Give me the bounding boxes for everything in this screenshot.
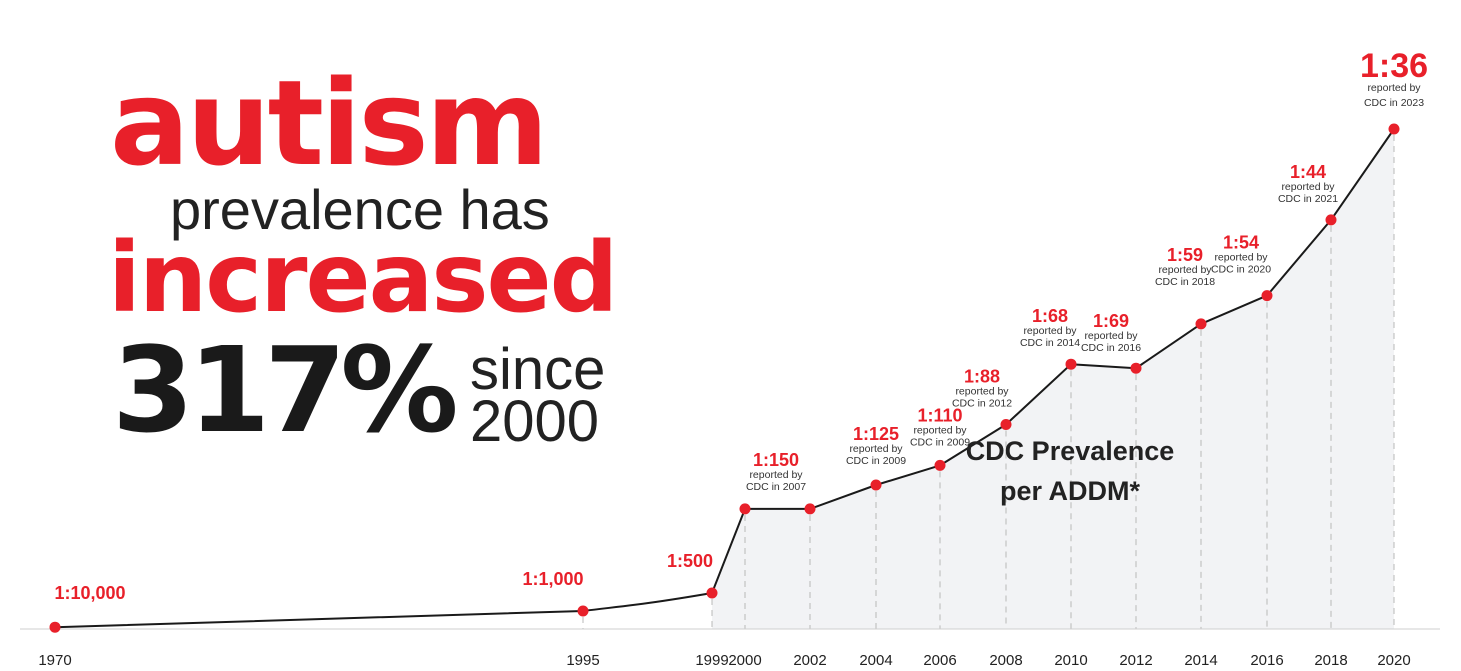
x-tick-1999: 1999 (695, 652, 728, 669)
x-tick-2010: 2010 (1054, 652, 1087, 669)
point-note-2004-1: reported by (849, 443, 903, 455)
headline-percent: 317% (112, 321, 459, 459)
data-point-1970 (49, 621, 61, 633)
point-label-1999: 1:500 (667, 551, 713, 571)
data-point-1999 (706, 587, 718, 599)
data-point-2010 (1065, 358, 1077, 370)
data-point-1995 (577, 605, 589, 617)
area-layer (712, 129, 1394, 629)
point-note-2018-2: CDC in 2021 (1278, 193, 1338, 205)
point-label-2014: 1:59 (1167, 245, 1203, 265)
data-point-2014 (1195, 318, 1207, 330)
point-note-2000-1: reported by (749, 469, 803, 481)
x-tick-2012: 2012 (1119, 652, 1152, 669)
headline-prevalence-has: prevalence has (170, 178, 550, 241)
headline-year: 2000 (470, 389, 600, 454)
point-note-2020-1: reported by (1367, 82, 1421, 94)
point-note-2006-2: CDC in 2009 (910, 436, 970, 448)
x-tick-2002: 2002 (793, 652, 826, 669)
point-label-2000: 1:150 (753, 450, 799, 470)
point-label-2020: 1:36 (1360, 47, 1428, 85)
point-label-2010: 1:68 (1032, 306, 1068, 326)
point-note-2012-2: CDC in 2016 (1081, 342, 1141, 354)
point-note-2008-1: reported by (955, 386, 1009, 398)
chart-annotation: CDC Prevalence per ADDM* (966, 436, 1175, 506)
point-note-2014-1: reported by (1158, 264, 1212, 276)
point-label-1970: 1:10,000 (54, 583, 125, 603)
data-point-2000 (739, 503, 751, 515)
point-note-2010-1: reported by (1023, 325, 1077, 337)
point-note-2000-2: CDC in 2007 (746, 481, 806, 493)
data-point-2002 (804, 503, 816, 515)
point-label-2004: 1:125 (853, 424, 899, 444)
point-label-2018: 1:44 (1290, 162, 1326, 182)
headline-since-2000: since 2000 (470, 337, 606, 454)
series-line (54, 128, 1395, 629)
point-note-2008-2: CDC in 2012 (952, 398, 1012, 410)
annotation-line-2: per ADDM* (1000, 476, 1141, 506)
x-tick-2000: 2000 (728, 652, 761, 669)
headline-block: autism prevalence has increased 317% sin… (108, 54, 618, 459)
point-note-2020-2: CDC in 2023 (1364, 97, 1424, 109)
point-label-2006: 1:110 (917, 405, 962, 425)
shaded-area (712, 129, 1394, 629)
data-point-2018 (1325, 214, 1337, 226)
point-note-2006-1: reported by (913, 424, 967, 436)
guide-lines (582, 134, 1395, 629)
data-point-2016 (1261, 290, 1273, 302)
x-tick-1995: 1995 (566, 652, 599, 669)
point-label-2016: 1:54 (1223, 233, 1259, 253)
point-label-1995: 1:1,000 (522, 569, 583, 589)
point-note-2016-1: reported by (1214, 252, 1268, 264)
x-tick-2006: 2006 (923, 652, 956, 669)
data-point-2020 (1388, 123, 1400, 135)
data-point-2006 (934, 459, 946, 471)
x-tick-2008: 2008 (989, 652, 1022, 669)
x-tick-2018: 2018 (1314, 652, 1347, 669)
point-note-2010-2: CDC in 2014 (1020, 337, 1080, 349)
x-tick-2014: 2014 (1184, 652, 1217, 669)
series-line-layer (54, 128, 1395, 629)
data-point-2012 (1130, 362, 1142, 374)
headline-since: since (470, 337, 606, 402)
x-tick-labels: 1970 1995 1999 2000 2002 2004 2006 2008 2010 2012… (38, 652, 1410, 669)
point-note-2018-1: reported by (1281, 181, 1335, 193)
headline-autism: autism (110, 54, 549, 192)
headline-increased: increased (108, 222, 618, 334)
point-note-2012-1: reported by (1084, 330, 1138, 342)
data-points (49, 123, 1400, 633)
point-label-2008: 1:88 (964, 367, 1000, 387)
x-tick-2004: 2004 (859, 652, 892, 669)
point-note-2016-2: CDC in 2020 (1211, 264, 1271, 276)
data-point-2004 (870, 479, 882, 491)
point-label-2012: 1:69 (1093, 311, 1129, 331)
x-tick-1970: 1970 (38, 652, 71, 669)
point-note-2014-2: CDC in 2018 (1155, 276, 1215, 288)
x-tick-2020: 2020 (1377, 652, 1410, 669)
point-note-2004-2: CDC in 2009 (846, 455, 906, 467)
data-point-2008 (1000, 419, 1012, 430)
x-tick-2016: 2016 (1250, 652, 1283, 669)
annotation-line-1: CDC Prevalence (966, 436, 1175, 466)
